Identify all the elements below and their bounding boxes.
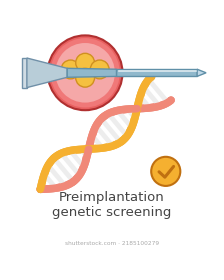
- Text: Preimplantation: Preimplantation: [59, 191, 165, 204]
- Circle shape: [90, 60, 109, 79]
- Circle shape: [151, 157, 180, 186]
- Circle shape: [76, 53, 95, 72]
- Bar: [116, 69, 197, 76]
- Circle shape: [61, 60, 80, 79]
- Polygon shape: [22, 58, 27, 88]
- Circle shape: [55, 43, 115, 102]
- Circle shape: [48, 35, 123, 110]
- Polygon shape: [67, 68, 116, 77]
- Polygon shape: [197, 69, 206, 76]
- Text: shutterstock.com · 2185100279: shutterstock.com · 2185100279: [65, 241, 159, 246]
- Text: genetic screening: genetic screening: [52, 206, 172, 219]
- Polygon shape: [27, 58, 67, 88]
- Circle shape: [76, 68, 95, 87]
- Circle shape: [50, 38, 120, 108]
